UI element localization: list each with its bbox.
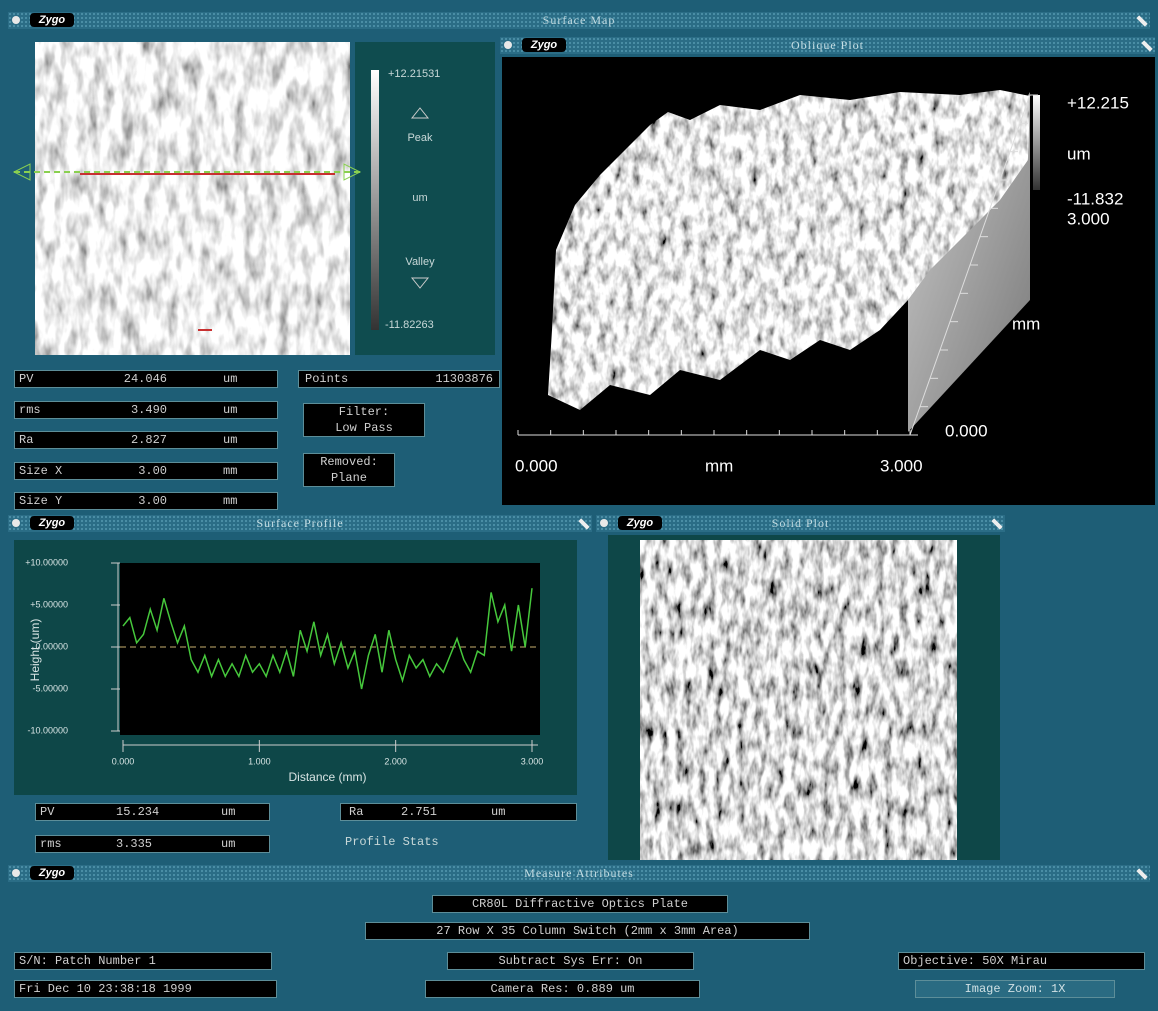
axis-label: um <box>1067 144 1091 163</box>
attribute-field: Objective: 50X Mirau <box>898 952 1145 970</box>
filter-box: Filter:Low Pass <box>303 403 425 437</box>
stat-label: Size Y <box>19 493 62 509</box>
solid-plot-image <box>640 540 957 860</box>
stat-value: 2.751 <box>401 804 437 820</box>
stat-value: 2.827 <box>131 432 167 448</box>
axis-label: 3.000 <box>1067 209 1110 228</box>
attribute-text: Objective: 50X Mirau <box>903 953 1047 969</box>
stat-row: PV 15.234 um <box>35 803 270 821</box>
stat-value: 3.490 <box>131 402 167 418</box>
colorbar-label: +12.21531 <box>388 68 440 80</box>
x-tick-label: 0.000 <box>112 756 135 766</box>
stat-label: PV <box>19 371 33 387</box>
filter-value: Low Pass <box>304 420 424 436</box>
axis-label: 0.000 <box>945 421 988 440</box>
attribute-field: Camera Res: 0.889 um <box>425 980 700 998</box>
profile-caption: Profile Stats <box>345 835 439 849</box>
stat-row: Ra 2.751 um <box>340 803 577 821</box>
stat-label: PV <box>40 804 54 820</box>
y-tick-label: -5.00000 <box>32 683 68 693</box>
attribute-text: S/N: Patch Number 1 <box>19 953 156 969</box>
x-tick-label: 2.000 <box>384 756 407 766</box>
attribute-text: Fri Dec 10 23:38:18 1999 <box>19 981 192 997</box>
points-label: Points <box>305 371 348 387</box>
stat-row: Ra 2.827 um <box>14 431 278 449</box>
points-value: 11303876 <box>435 371 493 387</box>
stat-label: rms <box>19 402 41 418</box>
axis-label: +12.215 <box>1067 93 1129 112</box>
screen: +12.21531 Peak um Valley -11.82263 +12.215 um -… <box>0 0 1158 1011</box>
removed-box: Removed:Plane <box>303 453 395 487</box>
y-tick-label: +10.00000 <box>25 557 68 567</box>
stat-unit: um <box>223 432 237 448</box>
stat-value: 3.00 <box>138 463 167 479</box>
attribute-text: Camera Res: 0.889 um <box>426 981 699 997</box>
window-title: Solid Plot <box>596 516 1005 531</box>
y-tick-label: +5.00000 <box>30 599 68 609</box>
colorbar-label: -11.82263 <box>385 319 434 331</box>
colorbar <box>1033 95 1040 190</box>
stat-label: Size X <box>19 463 62 479</box>
attribute-text: Subtract Sys Err: On <box>448 953 693 969</box>
colorbar-label: Valley <box>405 256 435 268</box>
stat-label: rms <box>40 836 62 852</box>
plot-area <box>120 563 540 735</box>
stat-row: Size Y 3.00 mm <box>14 492 278 510</box>
attribute-text: Image Zoom: 1X <box>916 981 1114 997</box>
axis-label: 3.000 <box>880 456 923 475</box>
attribute-field: 27 Row X 35 Column Switch (2mm x 3mm Are… <box>365 922 810 940</box>
axis-label: mm <box>705 456 733 475</box>
stat-label: Ra <box>19 432 33 448</box>
attribute-text: CR80L Diffractive Optics Plate <box>433 896 727 912</box>
stat-unit: um <box>221 836 235 852</box>
stat-row: PV 24.046 um <box>14 370 278 388</box>
stat-value: 3.00 <box>138 493 167 509</box>
stat-value: 15.234 <box>116 804 159 820</box>
stat-row: rms 3.335 um <box>35 835 270 853</box>
attribute-field: CR80L Diffractive Optics Plate <box>432 895 728 913</box>
surface-map-image <box>35 42 350 355</box>
stat-unit: mm <box>223 493 237 509</box>
x-tick-label: 3.000 <box>521 756 544 766</box>
axis-label: mm <box>1012 314 1040 333</box>
colorbar-label: Peak <box>407 132 433 144</box>
y-tick-label: -10.00000 <box>27 725 68 735</box>
removed-value: Plane <box>304 470 394 486</box>
y-axis-label: Height (um) <box>28 619 42 682</box>
attribute-field: Subtract Sys Err: On <box>447 952 694 970</box>
window-title: Measure Attributes <box>8 866 1150 881</box>
stat-unit: um <box>223 371 237 387</box>
colorbar <box>371 70 379 330</box>
stat-unit: um <box>491 804 505 820</box>
axis-label: -11.832 <box>1067 189 1123 208</box>
stat-unit: um <box>223 402 237 418</box>
attribute-field: Fri Dec 10 23:38:18 1999 <box>14 980 277 998</box>
stat-row: Size X 3.00 mm <box>14 462 278 480</box>
stat-label: Ra <box>349 804 363 820</box>
stat-value: 24.046 <box>124 371 167 387</box>
attribute-text: 27 Row X 35 Column Switch (2mm x 3mm Are… <box>366 923 809 939</box>
x-axis-label: Distance (mm) <box>288 770 366 784</box>
window-title: Surface Profile <box>8 516 592 531</box>
x-tick-label: 1.000 <box>248 756 271 766</box>
filter-label: Filter: <box>304 404 424 420</box>
window-title: Surface Map <box>8 13 1150 28</box>
attribute-field: Image Zoom: 1X <box>915 980 1115 998</box>
stat-unit: um <box>221 804 235 820</box>
points-box: Points 11303876 <box>298 370 500 388</box>
removed-label: Removed: <box>304 454 394 470</box>
window-title: Oblique Plot <box>500 38 1155 53</box>
colorbar-label: um <box>412 192 427 204</box>
attribute-field: S/N: Patch Number 1 <box>14 952 272 970</box>
stat-value: 3.335 <box>116 836 152 852</box>
stat-row: rms 3.490 um <box>14 401 278 419</box>
stat-unit: mm <box>223 463 237 479</box>
axis-label: 0.000 <box>515 456 558 475</box>
